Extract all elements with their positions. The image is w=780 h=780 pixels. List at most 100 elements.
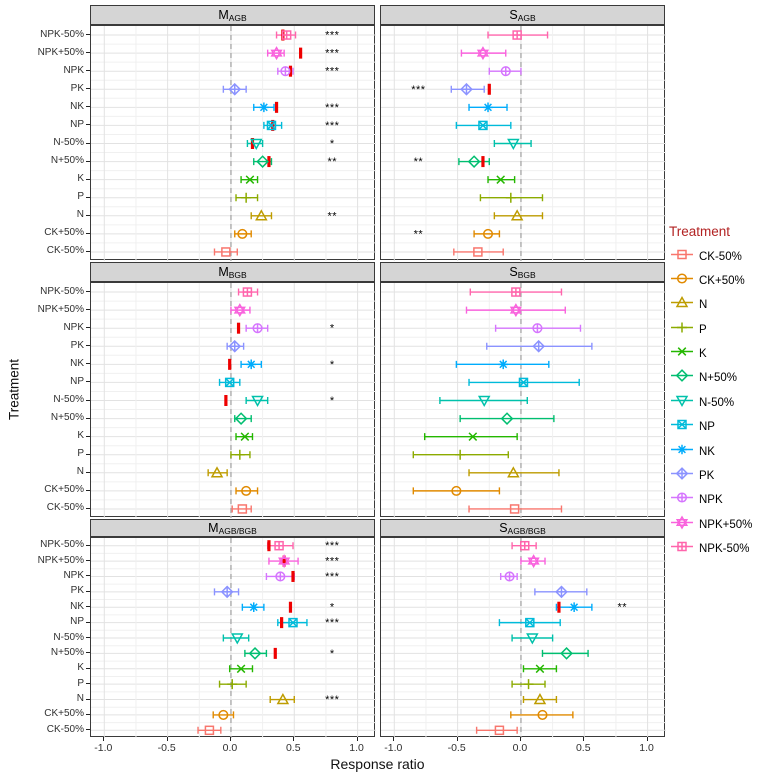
legend-key-diamond-plus-icon xyxy=(669,465,695,487)
legend-marker-diamond-plus xyxy=(675,467,689,480)
y-axis-tick xyxy=(86,713,90,715)
legend-entry-NPK-50%: NPK-50% xyxy=(669,541,779,558)
legend-label: NK xyxy=(699,445,715,458)
y-axis-tick xyxy=(86,417,90,419)
marker-square xyxy=(221,247,231,257)
y-axis-label-N: N xyxy=(76,209,84,221)
error-bar xyxy=(197,726,222,734)
legend-marker-square-x xyxy=(677,419,687,430)
marker-star6 xyxy=(233,303,246,318)
point-row-PK: *** xyxy=(411,82,491,96)
y-axis-tick xyxy=(86,250,90,252)
significance-stars: ** xyxy=(617,602,627,614)
marker-circle-plus xyxy=(532,323,543,334)
legend-entry-NK: NK xyxy=(669,443,779,460)
y-axis-tick xyxy=(86,106,90,108)
marker-asterisk xyxy=(246,359,257,370)
significance-stars: * xyxy=(330,395,335,407)
legend-key-square-x-icon xyxy=(669,416,695,438)
significance-stars: *** xyxy=(411,84,426,96)
y-axis-label-PK: PK xyxy=(70,585,84,597)
legend: Treatment CK-50% CK+50% N P K N+50% N-50% NP NK P… xyxy=(669,224,779,565)
panel-strip-S_AGB/BGB: S AGB/BGB xyxy=(380,519,665,537)
marker-diamond xyxy=(256,155,269,168)
y-axis-tick xyxy=(86,124,90,126)
point-row-NPK: *** xyxy=(265,570,339,583)
legend-key-x-icon xyxy=(669,343,695,365)
x-axis-label: -1.0 xyxy=(384,742,403,754)
significance-stars: ** xyxy=(414,156,424,168)
marker-diamond-plus xyxy=(228,82,242,96)
point-row-N-50% xyxy=(493,138,532,151)
x-axis-tick xyxy=(229,737,231,741)
marker-square xyxy=(473,247,483,257)
error-bar xyxy=(511,634,554,642)
y-axis-label-P: P xyxy=(77,191,84,203)
legend-key-square-icon xyxy=(669,246,695,268)
significance-stars: *** xyxy=(325,617,340,629)
red-tick-marker xyxy=(481,156,485,168)
significance-stars: *** xyxy=(325,30,340,42)
panel-strip-M_BGB: M BGB xyxy=(90,262,375,282)
marker-triangle-down xyxy=(250,138,263,151)
panel-title-prefix: M xyxy=(208,521,219,535)
legend-entry-N-50%: N-50% xyxy=(669,394,779,411)
point-row-N: *** xyxy=(269,692,339,706)
red-tick-marker xyxy=(280,617,284,629)
y-axis-tick xyxy=(86,88,90,90)
legend-label: NPK+50% xyxy=(699,518,753,531)
panel-title-prefix: M xyxy=(218,265,229,279)
marker-asterisk xyxy=(248,602,259,613)
point-row-NPK xyxy=(494,323,582,334)
marker-star6 xyxy=(278,554,291,569)
point-row-NPK: * xyxy=(236,322,335,335)
point-row-PK xyxy=(534,585,588,599)
y-axis-tick xyxy=(86,291,90,293)
point-row-K xyxy=(228,664,254,674)
point-row-PK xyxy=(486,339,593,353)
point-row-CK-50% xyxy=(468,504,563,514)
legend-label: N-50% xyxy=(699,396,735,409)
legend-entry-CK-50%: CK-50% xyxy=(669,248,779,265)
marker-square-plus xyxy=(519,540,530,551)
marker-circle xyxy=(482,228,494,239)
error-bar xyxy=(235,487,259,495)
point-row-NK: ** xyxy=(555,601,627,614)
red-tick-marker xyxy=(228,358,232,370)
error-bar xyxy=(468,469,560,477)
legend-key-asterisk-icon xyxy=(669,441,695,463)
marker-triangle-up xyxy=(507,466,520,478)
y-axis-tick xyxy=(86,381,90,383)
panel-canvas-M_BGB: * * * xyxy=(91,283,376,518)
legend-label: P xyxy=(699,323,707,336)
red-tick-marker xyxy=(557,601,561,613)
legend-entry-CK+50%: CK+50% xyxy=(669,272,779,289)
y-axis-label-NPK: NPK xyxy=(63,569,84,581)
point-row-N+50% xyxy=(234,412,252,425)
point-row-PK xyxy=(226,339,245,353)
point-row-N xyxy=(522,692,558,705)
point-row-N+50%: ** xyxy=(414,155,490,168)
legend-title: Treatment xyxy=(669,224,731,239)
y-axis-tick xyxy=(86,178,90,180)
marker-triangle-up xyxy=(210,466,224,478)
point-row-NPK: *** xyxy=(277,65,339,78)
x-axis-tick xyxy=(393,737,395,741)
point-row-NPK-50% xyxy=(487,30,549,40)
x-axis-tick xyxy=(103,737,105,741)
panel-title-prefix: S xyxy=(509,265,518,279)
point-row-NPK-50%: *** xyxy=(275,29,340,42)
y-axis-tick xyxy=(86,489,90,491)
significance-stars: * xyxy=(330,323,335,335)
y-axis-tick xyxy=(86,435,90,437)
y-axis-label-P: P xyxy=(77,677,84,689)
marker-circle-plus xyxy=(275,571,286,582)
y-axis-label-N+50%: N+50% xyxy=(50,412,84,424)
error-bar xyxy=(453,248,504,256)
marker-triangle-down xyxy=(507,138,520,151)
point-row-N xyxy=(493,209,544,221)
point-row-CK+50%: ** xyxy=(414,228,501,240)
y-axis-tick xyxy=(86,142,90,144)
point-row-NP: *** xyxy=(263,119,339,132)
y-axis-label-K: K xyxy=(77,173,84,185)
